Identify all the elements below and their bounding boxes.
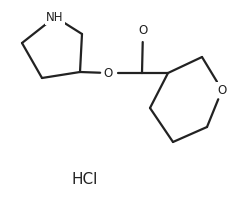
Text: O: O <box>103 67 113 80</box>
Text: O: O <box>217 83 227 96</box>
Text: O: O <box>138 23 148 36</box>
Text: NH: NH <box>46 11 64 23</box>
Text: HCl: HCl <box>72 172 98 187</box>
